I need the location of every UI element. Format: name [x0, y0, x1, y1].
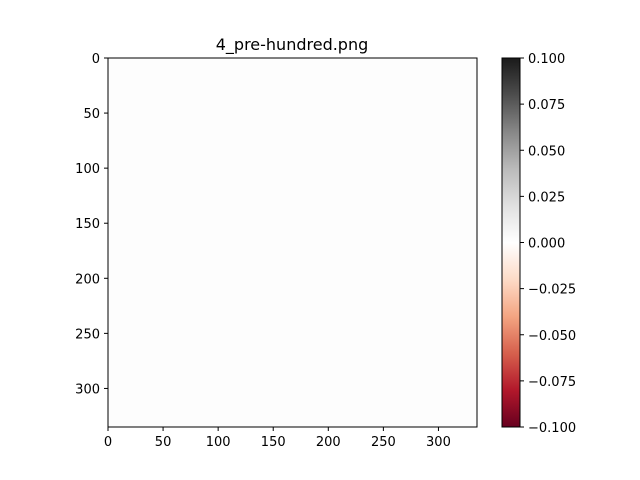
- colorbar-ticks: 0.100 0.075 0.050 0.025 0.000 −0.025 −0.050 −0.…: [520, 52, 576, 436]
- colorbar-gradient: [502, 58, 520, 427]
- colorbar-tick-label: −0.050: [528, 329, 576, 344]
- y-tick-label: 250: [75, 327, 100, 342]
- y-tick-label: 150: [75, 217, 100, 232]
- x-tick-label: 200: [316, 435, 341, 450]
- colorbar-tick-label: 0.050: [528, 144, 565, 159]
- y-tick-label: 0: [92, 52, 100, 67]
- colorbar-tick-label: −0.100: [528, 421, 576, 436]
- y-tick-label: 300: [75, 382, 100, 397]
- colorbar-tick-label: −0.075: [528, 375, 576, 390]
- colorbar-tick-label: 0.075: [528, 98, 565, 113]
- x-tick-label: 100: [206, 435, 231, 450]
- colorbar-tick-label: 0.100: [528, 52, 565, 67]
- x-tick-label: 0: [104, 435, 112, 450]
- axes-frame: [107, 57, 478, 428]
- y-tick-label: 200: [75, 272, 100, 287]
- x-axis-ticks: 0 50 100 150 200 250 300: [104, 427, 451, 450]
- y-axis-ticks: 0 50 100 150 200 250 300: [75, 52, 108, 397]
- y-tick-label: 50: [83, 107, 100, 122]
- x-tick-label: 250: [371, 435, 396, 450]
- colorbar-tick-label: 0.025: [528, 190, 565, 205]
- colorbar-tick-label: 0.000: [528, 237, 565, 252]
- x-tick-label: 300: [426, 435, 451, 450]
- chart-title: 4_pre-hundred.png: [216, 35, 369, 55]
- x-tick-label: 50: [155, 435, 172, 450]
- x-tick-label: 150: [261, 435, 286, 450]
- heatmap-image: [108, 58, 477, 427]
- colorbar-tick-label: −0.025: [528, 283, 576, 298]
- y-tick-label: 100: [75, 162, 100, 177]
